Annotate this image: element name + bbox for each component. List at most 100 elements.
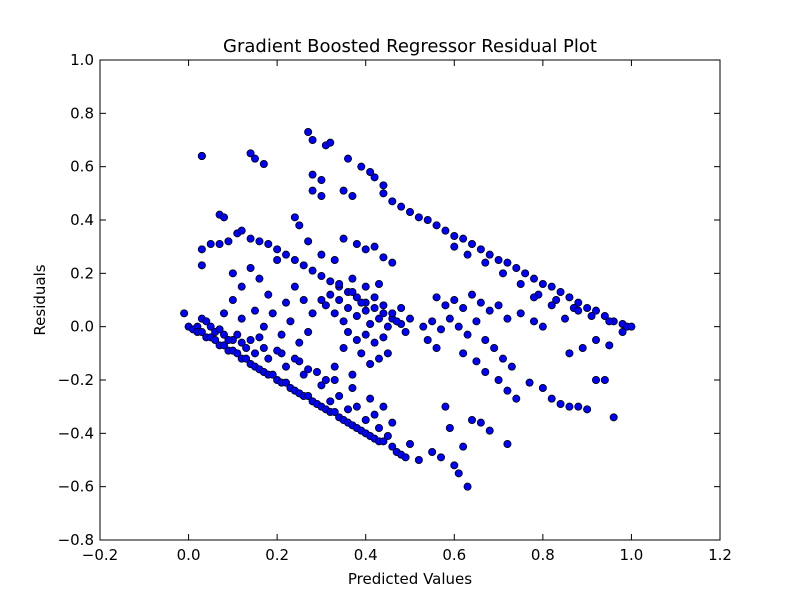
data-point — [250, 306, 259, 315]
data-point — [335, 391, 344, 400]
data-point — [259, 159, 268, 168]
data-point — [379, 437, 388, 446]
data-point — [592, 335, 601, 344]
data-point — [326, 277, 335, 286]
data-point — [370, 293, 379, 302]
data-point — [242, 343, 251, 352]
data-point — [197, 327, 206, 336]
data-point — [374, 314, 383, 323]
data-point — [330, 255, 339, 264]
data-point — [250, 154, 259, 163]
y-tick-label: −0.6 — [58, 478, 94, 496]
data-point — [281, 362, 290, 371]
data-point — [512, 394, 521, 403]
data-point — [423, 215, 432, 224]
data-point — [494, 255, 503, 264]
data-point — [388, 309, 397, 318]
data-point — [295, 221, 304, 230]
data-point — [277, 330, 286, 339]
data-point — [264, 239, 273, 248]
data-point — [326, 290, 335, 299]
data-point — [304, 391, 313, 400]
data-point — [255, 333, 264, 342]
data-point — [397, 202, 406, 211]
data-point — [246, 149, 255, 158]
data-point — [224, 335, 233, 344]
data-point — [330, 362, 339, 371]
data-point — [481, 258, 490, 267]
data-point — [197, 245, 206, 254]
data-point — [379, 301, 388, 310]
data-point — [357, 162, 366, 171]
data-point — [180, 309, 189, 318]
data-point — [304, 237, 313, 246]
data-point — [556, 399, 565, 408]
data-point — [618, 327, 627, 336]
data-point — [219, 330, 228, 339]
data-point — [215, 239, 224, 248]
data-point — [237, 226, 246, 235]
data-point — [224, 237, 233, 246]
data-point — [472, 357, 481, 366]
data-point — [450, 295, 459, 304]
data-point — [454, 469, 463, 478]
data-point — [503, 258, 512, 267]
data-point — [317, 381, 326, 390]
data-point — [339, 186, 348, 195]
data-point — [317, 191, 326, 200]
data-point — [609, 413, 618, 422]
data-point — [379, 309, 388, 318]
data-point — [273, 346, 282, 355]
data-point — [321, 301, 330, 310]
data-point — [343, 303, 352, 312]
data-point — [436, 325, 445, 334]
data-point — [352, 239, 361, 248]
y-tick-label: −0.8 — [58, 531, 94, 549]
data-point — [432, 221, 441, 230]
data-point — [233, 349, 242, 358]
x-tick-label: 0.0 — [177, 546, 201, 564]
data-point — [361, 415, 370, 424]
data-point — [538, 279, 547, 288]
x-axis-ticks: −0.2 0.0 0.2 0.4 0.6 0.8 1.0 1.2 — [82, 60, 732, 564]
data-point — [290, 213, 299, 222]
data-point — [312, 367, 321, 376]
data-point — [445, 314, 454, 323]
data-point — [357, 298, 366, 307]
data-point — [441, 402, 450, 411]
data-point — [379, 181, 388, 190]
data-point — [432, 343, 441, 352]
points-layer — [180, 127, 636, 491]
y-tick-label: −0.4 — [58, 424, 94, 442]
data-point — [583, 303, 592, 312]
data-point — [295, 338, 304, 347]
data-point — [228, 295, 237, 304]
data-point — [467, 239, 476, 248]
data-point — [463, 330, 472, 339]
y-tick-label: 0.0 — [70, 318, 94, 336]
data-point — [503, 386, 512, 395]
data-point — [627, 322, 636, 331]
data-point — [219, 309, 228, 318]
data-point — [268, 370, 277, 379]
data-point — [538, 322, 547, 331]
data-point — [242, 354, 251, 363]
data-point — [374, 423, 383, 432]
data-point — [273, 255, 282, 264]
data-point — [317, 175, 326, 184]
data-point — [388, 418, 397, 427]
data-point — [428, 317, 437, 326]
y-tick-label: 0.6 — [70, 158, 94, 176]
data-point — [605, 341, 614, 350]
data-point — [459, 234, 468, 243]
x-tick-label: −0.2 — [82, 546, 118, 564]
data-point — [259, 322, 268, 331]
data-point — [481, 367, 490, 376]
data-point — [246, 234, 255, 243]
data-point — [463, 482, 472, 491]
data-point — [450, 242, 459, 251]
data-point — [428, 447, 437, 456]
data-point — [357, 349, 366, 358]
data-point — [366, 167, 375, 176]
